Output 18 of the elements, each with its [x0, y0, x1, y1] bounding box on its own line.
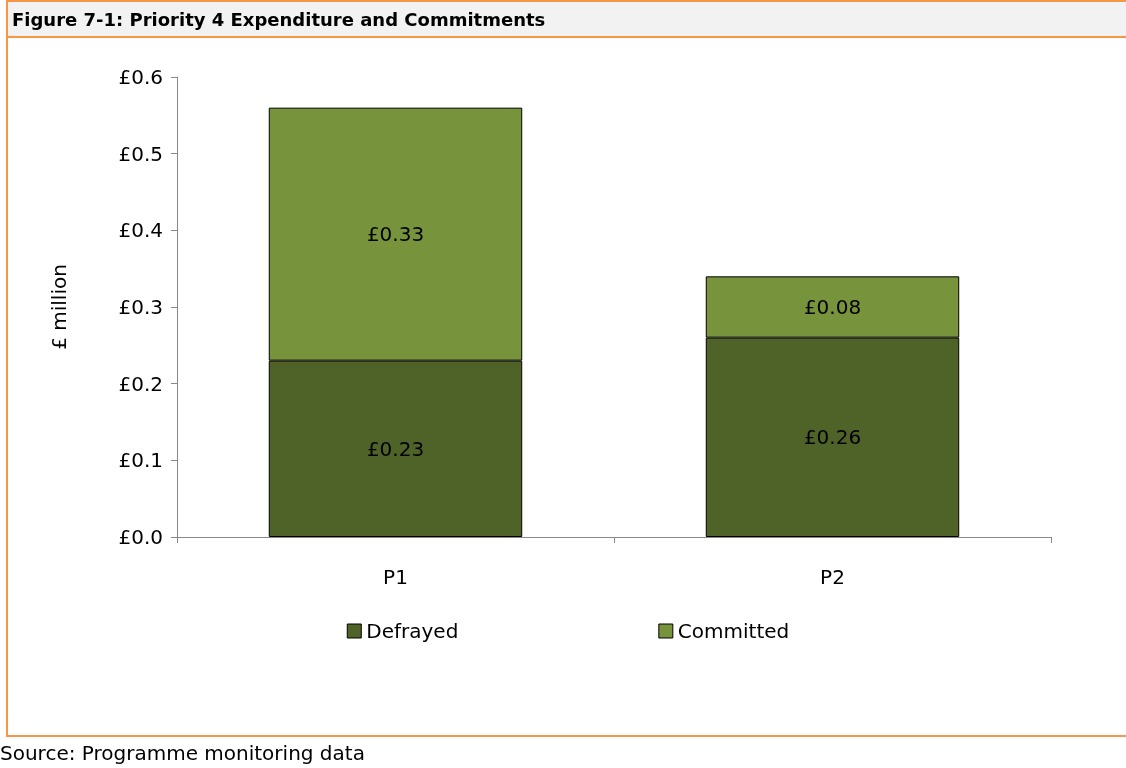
y-tick-label: £0.6	[118, 65, 163, 89]
y-tick-label: £0.5	[118, 141, 163, 166]
chart-title: Figure 7-1: Priority 4 Expenditure and Commitments	[8, 2, 1126, 38]
data-label: £0.26	[803, 425, 862, 450]
x-tick-label: P2	[820, 565, 845, 589]
data-label: £0.33	[366, 222, 425, 247]
y-axis-title: £ million	[47, 264, 71, 350]
x-tick-label: P1	[383, 565, 408, 589]
legend-label: Defrayed	[366, 619, 459, 643]
source-note: Source: Programme monitoring data	[0, 741, 365, 765]
data-label: £0.08	[803, 295, 862, 319]
legend-label: Committed	[677, 619, 790, 643]
y-tick-label: £0.1	[118, 448, 163, 473]
y-tick-label: £0.3	[118, 295, 163, 319]
data-label: £0.23	[366, 436, 425, 461]
y-tick-label: £0.0	[118, 525, 163, 549]
y-tick-label: £0.2	[118, 371, 163, 396]
y-tick-label: £0.4	[118, 218, 163, 243]
